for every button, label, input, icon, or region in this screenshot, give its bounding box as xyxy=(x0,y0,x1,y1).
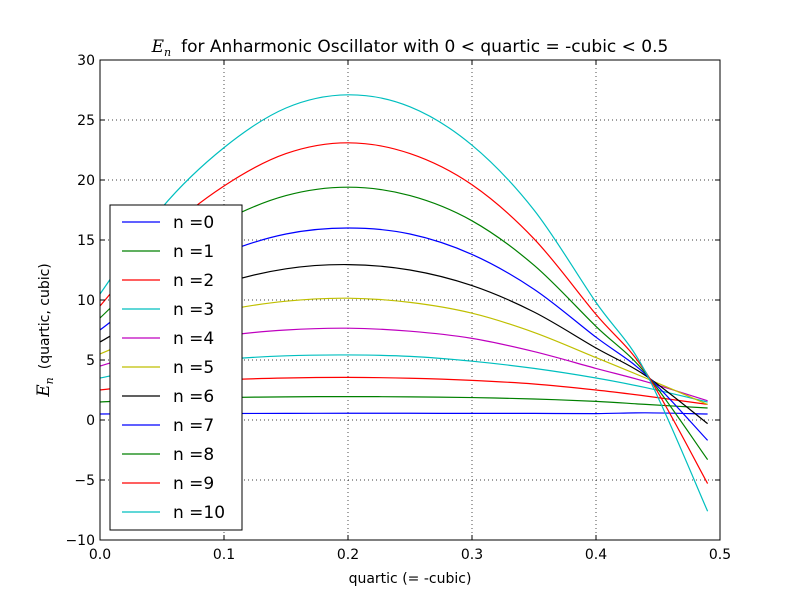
grid xyxy=(100,60,720,540)
legend-label-n6: n =6 xyxy=(173,387,214,407)
legend-label-n8: n =8 xyxy=(173,445,214,465)
x-tick-label: 0.3 xyxy=(461,547,483,563)
y-axis-label-math-sub: n xyxy=(43,377,56,384)
y-tick-label: 0 xyxy=(86,413,95,429)
x-tick-label: 0.2 xyxy=(337,547,359,563)
legend-label-n7: n =7 xyxy=(173,416,214,436)
chart-title-text: for Anharmonic Oscillator with 0 < quart… xyxy=(181,37,668,57)
x-tick-label: 0.4 xyxy=(585,547,607,563)
y-tick-label: 20 xyxy=(77,173,95,189)
legend-label-n9: n =9 xyxy=(173,474,214,494)
y-tick-labels: −10 −5 0 5 10 15 20 25 30 xyxy=(65,53,95,549)
legend-label-n0: n =0 xyxy=(173,213,214,233)
x-tick-labels: 0.0 0.1 0.2 0.3 0.4 0.5 xyxy=(89,547,731,563)
legend-label-n1: n =1 xyxy=(173,242,214,262)
chart-title: En for Anharmonic Oscillator with 0 < qua… xyxy=(151,37,669,59)
legend: n =0 n =1 n =2 n =3 n =4 n =5 n =6 n =7 n =8 n =9… xyxy=(109,204,243,531)
x-tick-label: 0.0 xyxy=(89,547,111,563)
y-tick-label: 25 xyxy=(77,113,95,129)
axis-ticks xyxy=(99,59,721,541)
y-tick-label: 30 xyxy=(77,53,95,69)
y-tick-label: 5 xyxy=(86,353,95,369)
chart-title-math-sub: n xyxy=(164,46,171,59)
legend-label-n5: n =5 xyxy=(173,358,214,378)
legend-label-n2: n =2 xyxy=(173,271,214,291)
y-tick-label: −10 xyxy=(65,533,95,549)
legend-label-n10: n =10 xyxy=(173,503,225,523)
series-line-n9 xyxy=(99,142,709,484)
x-tick-label: 0.5 xyxy=(709,547,731,563)
y-tick-label: −5 xyxy=(74,473,95,489)
legend-label-n3: n =3 xyxy=(173,300,214,320)
y-axis-label: En (quartic, cubic) xyxy=(34,263,56,398)
y-axis-label-math: E xyxy=(34,384,54,398)
x-axis-label: quartic (= -cubic) xyxy=(349,571,472,587)
x-tick-label: 0.1 xyxy=(213,547,235,563)
legend-items: n =0 n =1 n =2 n =3 n =4 n =5 n =6 n =7 n =8 n =9… xyxy=(122,213,225,523)
y-tick-label: 15 xyxy=(77,233,95,249)
y-tick-label: 10 xyxy=(77,293,95,309)
chart-title-math: E xyxy=(151,37,165,57)
y-axis-label-text: (quartic, cubic) xyxy=(37,263,53,369)
legend-label-n4: n =4 xyxy=(173,329,214,349)
series-line-n10 xyxy=(99,94,709,512)
